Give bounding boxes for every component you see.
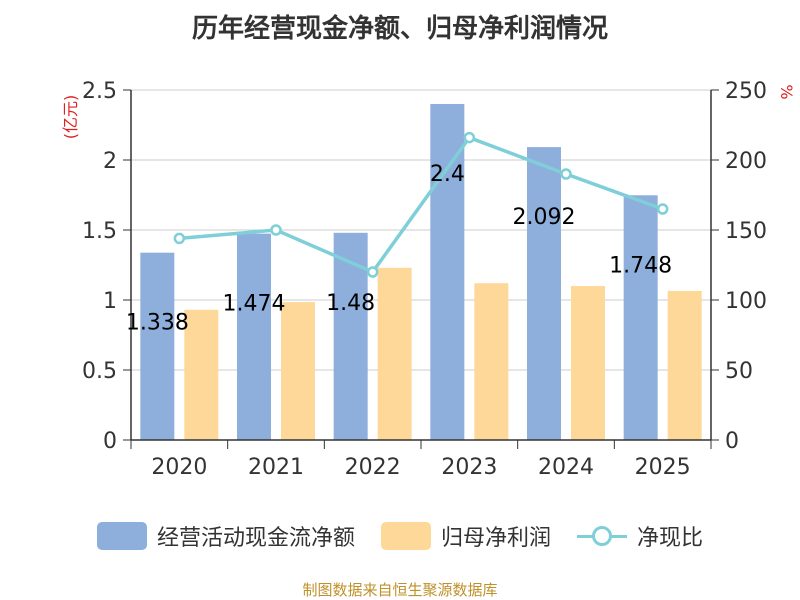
- bar-net-profit: [281, 302, 315, 440]
- bar-net-profit: [571, 286, 605, 440]
- ratio-point: [560, 168, 572, 180]
- bar-cash-flow: [623, 195, 658, 440]
- bar-cash-flow: [237, 233, 271, 440]
- bar-net-profit: [184, 309, 219, 440]
- data-label-cash-flow: 1.748: [609, 253, 672, 278]
- x-tick-label: 2021: [248, 455, 304, 480]
- chart-plot: 0 0.5 1 1.5 2 2.5 0 50 100 150 200 250 (亿元)% 2020 2021…: [61, 79, 796, 480]
- y2-tick-label: 150: [725, 219, 767, 244]
- legend-swatch-cash-flow: [96, 522, 147, 550]
- legend: 经营活动现金流净额 归母净利润 净现比: [0, 518, 800, 554]
- data-label-cash-flow: 1.48: [326, 291, 375, 316]
- ratio-point: [656, 203, 669, 215]
- bar-net-profit: [377, 267, 412, 440]
- legend-swatch-net-profit: [380, 522, 431, 550]
- y2-axis-label: %: [777, 84, 796, 99]
- data-label-cash-flow: 2.4: [430, 162, 465, 187]
- legend-label-cash-flow: 经营活动现金流净额: [156, 526, 355, 551]
- y-tick-label: 0: [103, 429, 117, 454]
- y2-tick-label: 250: [725, 79, 767, 104]
- legend-label-net-profit: 归母净利润: [440, 526, 551, 551]
- data-label-cash-flow: 1.474: [223, 292, 286, 317]
- legend-swatch-ratio: [577, 522, 627, 550]
- legend-item-cash-flow[interactable]: 经营活动现金流净额: [96, 520, 355, 552]
- legend-label-ratio: 净现比: [637, 526, 704, 551]
- y2-tick-label: 200: [725, 149, 767, 174]
- bar-cash-flow: [430, 104, 465, 440]
- x-tick-label: 2022: [345, 455, 401, 480]
- ratio-point: [366, 266, 379, 278]
- bar-cash-flow: [140, 252, 175, 440]
- ratio-point: [270, 224, 282, 236]
- data-source-note: 制图数据来自恒生聚源数据库: [302, 581, 498, 599]
- bar-net-profit: [667, 290, 702, 440]
- y-tick-label: 1.5: [82, 219, 117, 244]
- y-tick-label: 2: [103, 149, 117, 174]
- y2-tick-label: 50: [725, 359, 753, 384]
- data-label-cash-flow: 1.338: [126, 311, 189, 336]
- bar-net-profit: [474, 283, 509, 440]
- y-axis-label: (亿元): [61, 95, 80, 140]
- x-tick-label: 2025: [635, 455, 691, 480]
- y2-tick-label: 0: [725, 429, 739, 454]
- x-tick-label: 2020: [151, 455, 207, 480]
- y-tick-label: 0.5: [82, 359, 117, 384]
- ratio-point: [173, 232, 186, 245]
- data-label-cash-flow: 2.092: [513, 205, 576, 230]
- y2-tick-label: 100: [725, 289, 767, 314]
- ratio-line: [179, 135, 664, 275]
- legend-item-ratio[interactable]: 净现比: [577, 520, 703, 552]
- x-tick-label: 2023: [441, 455, 497, 480]
- legend-item-net-profit[interactable]: 归母净利润: [380, 520, 551, 552]
- x-tick-label: 2024: [538, 455, 594, 480]
- bar-cash-flow: [527, 147, 561, 440]
- chart-title: 历年经营现金净额、归母净利润情况: [191, 14, 608, 44]
- ratio-point: [463, 131, 476, 144]
- y-tick-label: 2.5: [82, 79, 117, 104]
- y-tick-label: 1: [103, 289, 117, 314]
